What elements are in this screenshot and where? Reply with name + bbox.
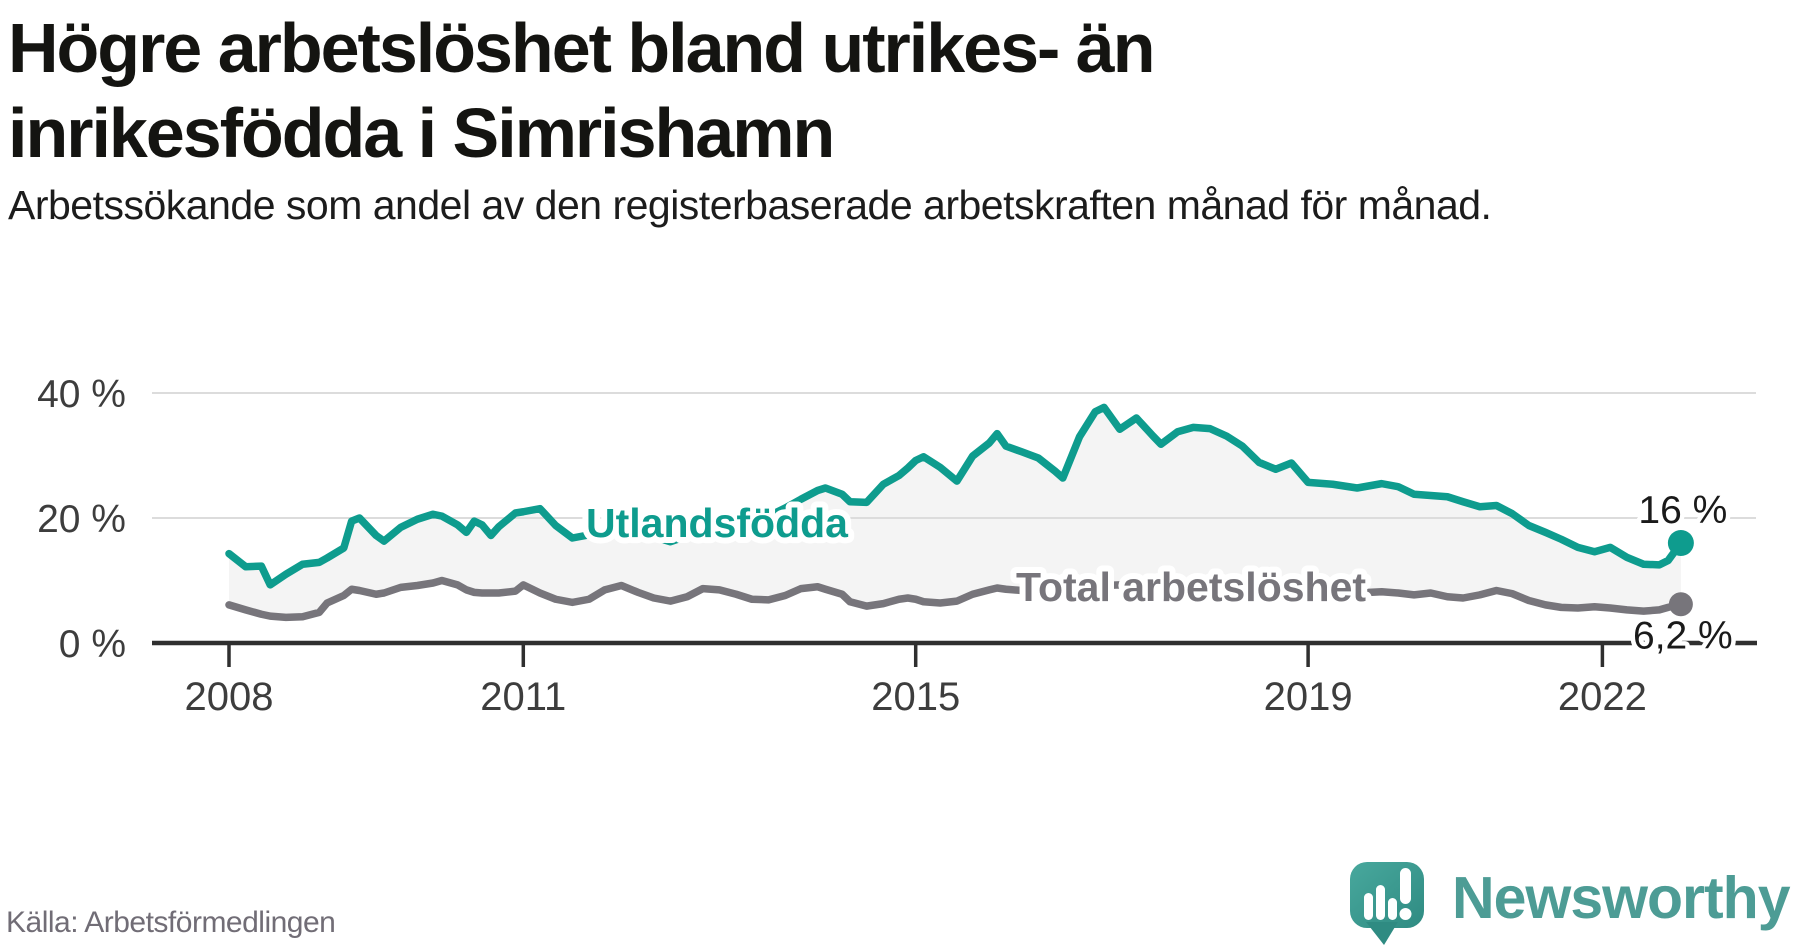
- logo-bars-and-exclamation: [1364, 868, 1412, 920]
- chart-subtitle: Arbetssökande som andel av den registerb…: [8, 182, 1492, 228]
- series-area-fill: [229, 407, 1681, 618]
- newsworthy-logo-icon: [1350, 862, 1424, 945]
- end-dot-utlandsfodda: [1667, 530, 1694, 556]
- series-name-label-utlandsfodda: Utlandsfödda: [586, 500, 849, 546]
- end-value-label-total: 6,2 %: [1633, 614, 1733, 657]
- logo-bubble: [1350, 862, 1424, 945]
- end-dot-total: [1668, 592, 1693, 617]
- x-axis-tick-label: 2022: [1558, 675, 1647, 719]
- brand-name: Newsworthy: [1452, 865, 1791, 931]
- series-line-total: [225, 576, 1685, 622]
- series-line-utlandsfodda: [225, 403, 1685, 589]
- y-axis-tick-label: 40 %: [37, 373, 126, 416]
- series-name-label-total: Total arbetslöshet: [1016, 564, 1366, 610]
- x-axis-tick-label: 2015: [871, 675, 960, 719]
- x-axis-tick-label: 2008: [185, 675, 274, 719]
- source-note: Källa: Arbetsförmedlingen: [6, 906, 336, 939]
- end-value-label-utlandsfodda: 16 %: [1638, 489, 1727, 532]
- y-axis-tick-label: 0 %: [59, 623, 126, 666]
- y-axis-tick-label: 20 %: [37, 498, 126, 541]
- x-axis-tick-label: 2011: [480, 675, 566, 719]
- x-axis-tick-label: 2019: [1264, 675, 1353, 719]
- brand-footer: Newsworthy: [1340, 852, 1800, 948]
- page-title: Högre arbetslöshet bland utrikes- än inr…: [8, 9, 1155, 172]
